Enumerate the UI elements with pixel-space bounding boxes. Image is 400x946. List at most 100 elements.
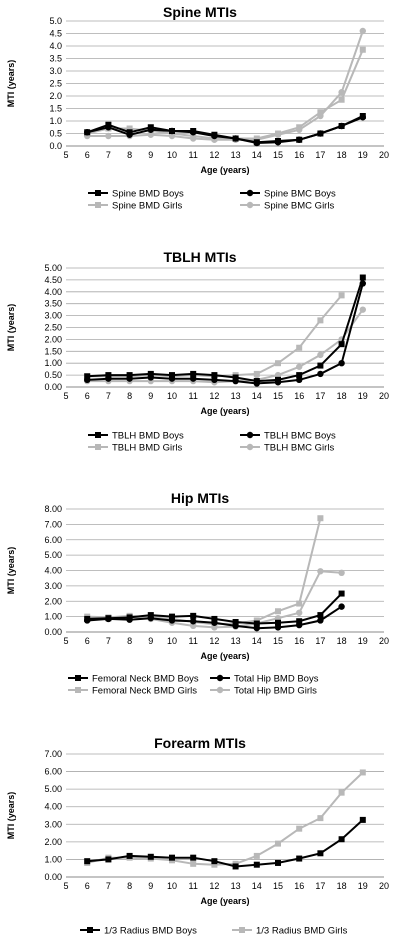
y-tick-label: 1.00 — [44, 612, 62, 622]
series-line-tblh-bmd-boys — [87, 277, 364, 383]
x-tick-label: 8 — [127, 881, 132, 891]
data-point-1-3-radius-bmd-boys — [275, 859, 281, 866]
x-tick-label: 20 — [379, 391, 389, 401]
x-tick-label: 13 — [231, 881, 241, 891]
x-tick-label: 14 — [252, 881, 262, 891]
x-tick-label: 15 — [273, 881, 283, 891]
x-tick-label: 17 — [315, 391, 325, 401]
legend-label: 1/3 Radius BMD Girls — [256, 926, 348, 937]
data-point-total-hip-bmd-boys — [253, 624, 260, 632]
series-line-femoral-neck-bmd-girls — [87, 517, 322, 626]
legend-swatch-marker — [95, 202, 101, 208]
legend-swatch-marker — [246, 201, 254, 209]
x-tick-label: 16 — [294, 636, 304, 646]
data-point-spine-bmc-girls — [168, 132, 176, 140]
x-axis-title: Age (years) — [200, 406, 249, 416]
x-tick-label: 19 — [358, 391, 368, 401]
x-tick-label: 16 — [294, 150, 304, 160]
y-tick-label: 3.50 — [44, 299, 62, 309]
data-point-tblh-bmd-boys — [211, 372, 218, 379]
y-tick-label: 7.00 — [44, 519, 62, 529]
data-point-tblh-bmc-boys — [190, 375, 197, 382]
data-point-spine-bmc-boys — [211, 132, 218, 140]
data-point-total-hip-bmd-boys — [338, 603, 345, 610]
x-tick-label: 13 — [231, 150, 241, 160]
legend-swatch-marker — [216, 686, 224, 694]
data-point-tblh-bmc-boys — [338, 360, 345, 367]
data-point-tblh-bmc-boys — [274, 379, 282, 386]
y-tick-label: 5.00 — [44, 550, 62, 560]
data-point-spine-bmc-girls — [359, 27, 366, 35]
data-point-femoral-neck-bmd-boys — [190, 612, 197, 619]
series-line-spine-bmc-girls — [87, 30, 364, 141]
legend-label: Spine BMD Boys — [112, 189, 184, 200]
y-tick-label: 4.00 — [44, 566, 62, 576]
x-tick-label: 10 — [167, 150, 177, 160]
data-point-1-3-radius-bmd-boys — [211, 858, 218, 865]
data-point-total-hip-bmd-girls — [211, 624, 218, 631]
data-point-spine-bmc-boys — [296, 136, 303, 143]
x-tick-label: 18 — [337, 150, 347, 160]
x-axis-title: Age (years) — [200, 165, 249, 175]
y-tick-label: 7.00 — [44, 749, 62, 759]
data-point-tblh-bmc-boys — [359, 280, 366, 287]
data-point-spine-bmd-girls — [126, 125, 133, 132]
chart-3: Hip MTIs 0.00 1.00 2.00 3.00 4.00 5.00 6.00 7.00… — [6, 490, 389, 697]
legend-swatch-marker — [95, 432, 101, 438]
data-point-spine-bmc-girls — [296, 126, 303, 133]
x-tick-label: 9 — [148, 150, 153, 160]
y-tick-label: 8.00 — [44, 504, 62, 514]
data-point-spine-bmd-girls — [338, 96, 345, 103]
data-point-total-hip-bmd-boys — [147, 614, 154, 622]
data-point-total-hip-bmd-boys — [296, 621, 303, 629]
data-point-femoral-neck-bmd-boys — [211, 615, 218, 622]
data-point-tblh-bmd-boys — [190, 370, 197, 377]
x-tick-label: 8 — [127, 391, 132, 401]
legend-swatch-marker — [239, 927, 245, 933]
data-point-tblh-bmd-girls — [296, 344, 303, 351]
data-point-spine-bmc-boys — [359, 114, 366, 121]
data-point-total-hip-bmd-boys — [211, 619, 218, 626]
x-tick-label: 11 — [189, 636, 198, 646]
data-point-spine-bmc-girls — [338, 89, 345, 96]
y-axis-title: MTI (years) — [6, 304, 16, 352]
x-tick-label: 6 — [85, 391, 90, 401]
x-tick-label: 6 — [85, 881, 90, 891]
data-point-spine-bmc-boys — [253, 139, 260, 147]
x-tick-label: 20 — [379, 636, 389, 646]
data-point-spine-bmc-boys — [147, 126, 154, 133]
data-point-tblh-bmd-boys — [126, 372, 133, 379]
series-line-1-3-radius-bmd-boys — [87, 819, 364, 868]
legend-swatch-marker — [75, 687, 81, 693]
data-point-femoral-neck-bmd-boys — [169, 613, 175, 620]
data-point-tblh-bmd-boys — [232, 374, 239, 381]
x-tick-label: 8 — [127, 636, 132, 646]
x-tick-label: 11 — [189, 391, 198, 401]
legend-label: TBLH BMD Girls — [112, 443, 182, 454]
x-tick-label: 6 — [85, 636, 90, 646]
data-point-spine-bmc-boys — [84, 129, 91, 136]
x-tick-label: 20 — [379, 881, 389, 891]
x-tick-label: 12 — [209, 391, 219, 401]
x-tick-label: 10 — [167, 636, 177, 646]
data-point-total-hip-bmd-boys — [190, 618, 197, 625]
data-point-spine-bmc-boys — [126, 131, 133, 138]
data-point-1-3-radius-bmd-girls — [275, 840, 281, 847]
data-point-1-3-radius-bmd-girls — [296, 825, 303, 832]
data-point-tblh-bmc-boys — [317, 370, 324, 378]
data-point-spine-bmc-girls — [190, 135, 197, 142]
data-point-tblh-bmd-boys — [147, 370, 154, 377]
x-tick-label: 15 — [273, 391, 283, 401]
x-tick-label: 18 — [337, 636, 347, 646]
series-line-tblh-bmc-boys — [87, 283, 364, 385]
data-point-tblh-bmd-boys — [359, 274, 366, 281]
data-point-femoral-neck-bmd-girls — [296, 600, 303, 607]
y-tick-label: 0.0 — [49, 141, 62, 151]
y-tick-label: 6.00 — [44, 767, 62, 777]
data-point-1-3-radius-bmd-boys — [105, 856, 112, 863]
y-tick-label: 1.50 — [44, 346, 62, 356]
data-point-tblh-bmc-boys — [253, 380, 260, 387]
data-point-spine-bmc-boys — [168, 127, 176, 135]
y-tick-label: 2.00 — [44, 334, 62, 344]
